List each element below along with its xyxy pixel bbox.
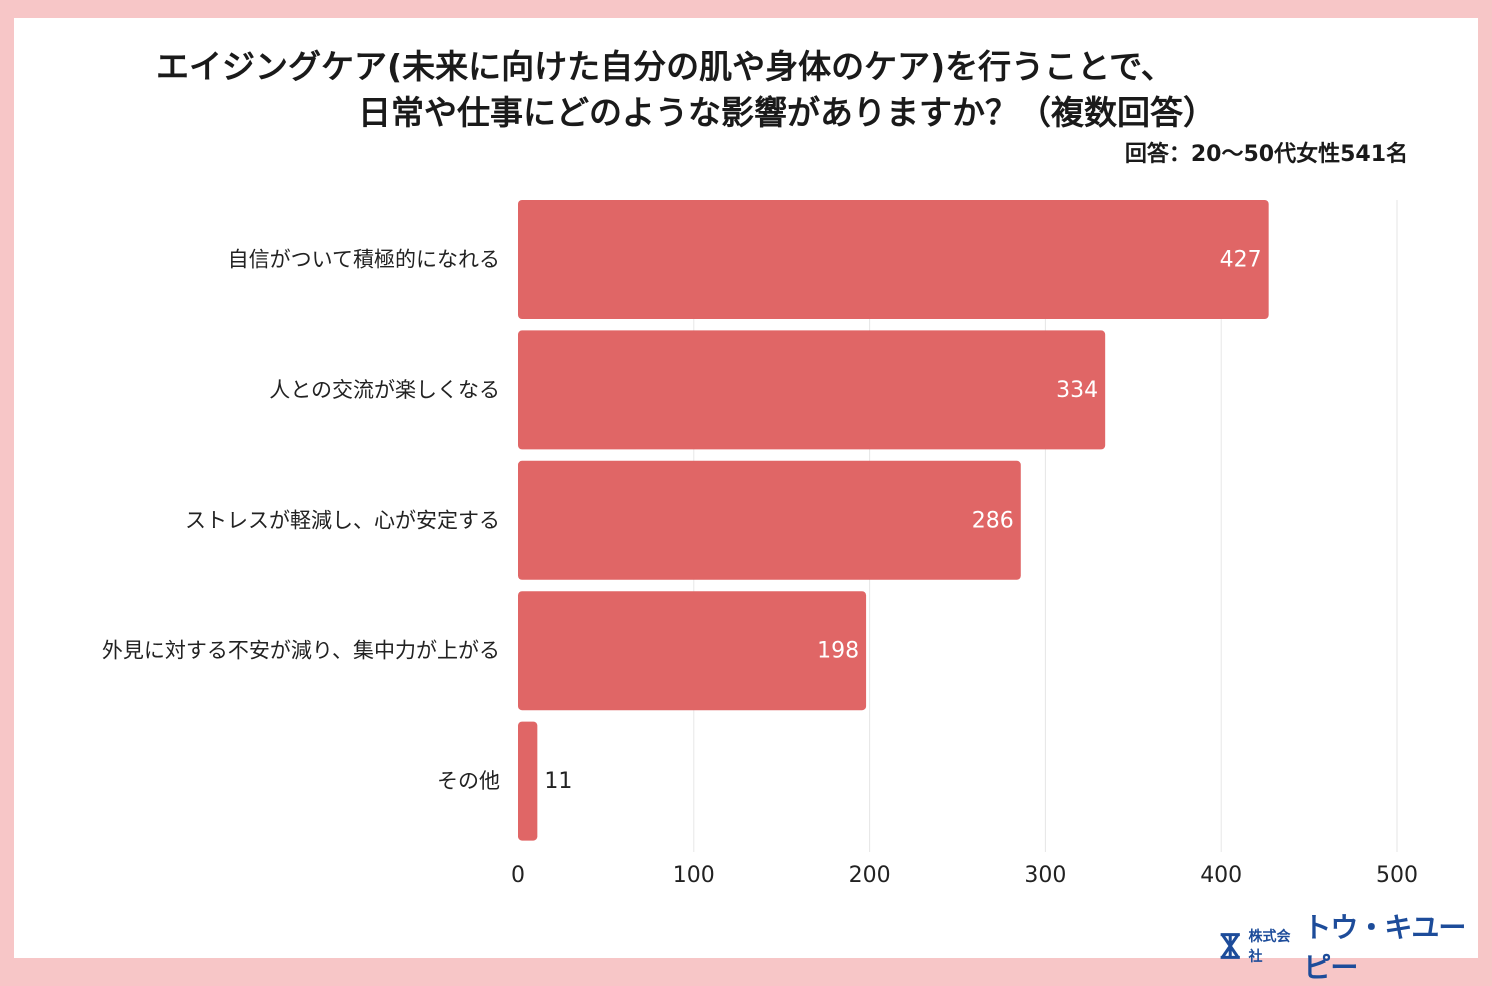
category-label: その他 <box>437 769 500 793</box>
bar <box>518 721 538 841</box>
x-tick-label: 500 <box>1376 863 1418 888</box>
bar <box>518 200 1269 319</box>
data-label: 11 <box>544 769 572 794</box>
data-label: 334 <box>1056 378 1098 403</box>
x-tick-label: 300 <box>1024 863 1066 888</box>
hourglass-logo-icon <box>1220 933 1240 959</box>
x-tick-label: 400 <box>1200 863 1242 888</box>
data-label: 286 <box>972 508 1014 533</box>
chart-title-line2: 日常や仕事にどのような影響がありますか？（複数回答） <box>358 93 1216 132</box>
logo-small-text: 株式会社 <box>1248 929 1291 965</box>
category-label: ストレスが軽減し、心が安定する <box>185 508 500 532</box>
logo-big-text: トウ・キユーピー <box>1303 911 1466 984</box>
x-tick-label: 100 <box>673 863 715 888</box>
data-label: 198 <box>817 639 859 664</box>
bar <box>518 591 867 711</box>
x-tick-label: 200 <box>849 863 891 888</box>
category-label: 自信がついて積極的になれる <box>228 248 500 272</box>
bar <box>518 460 1021 580</box>
bar <box>518 330 1106 450</box>
data-label: 427 <box>1220 248 1262 273</box>
chart-title-line1: エイジングケア(未来に向けた自分の肌や身体のケア)を行うことで、 <box>156 47 1174 86</box>
respondent-note: 回答：20〜50代女性541名 <box>1124 142 1408 167</box>
category-label: 外見に対する不安が減り、集中力が上がる <box>102 639 500 663</box>
x-tick-label: 0 <box>511 863 525 888</box>
company-logo: 株式会社 トウ・キユーピー <box>1218 906 1492 986</box>
category-label: 人との交流が楽しくなる <box>269 378 500 402</box>
